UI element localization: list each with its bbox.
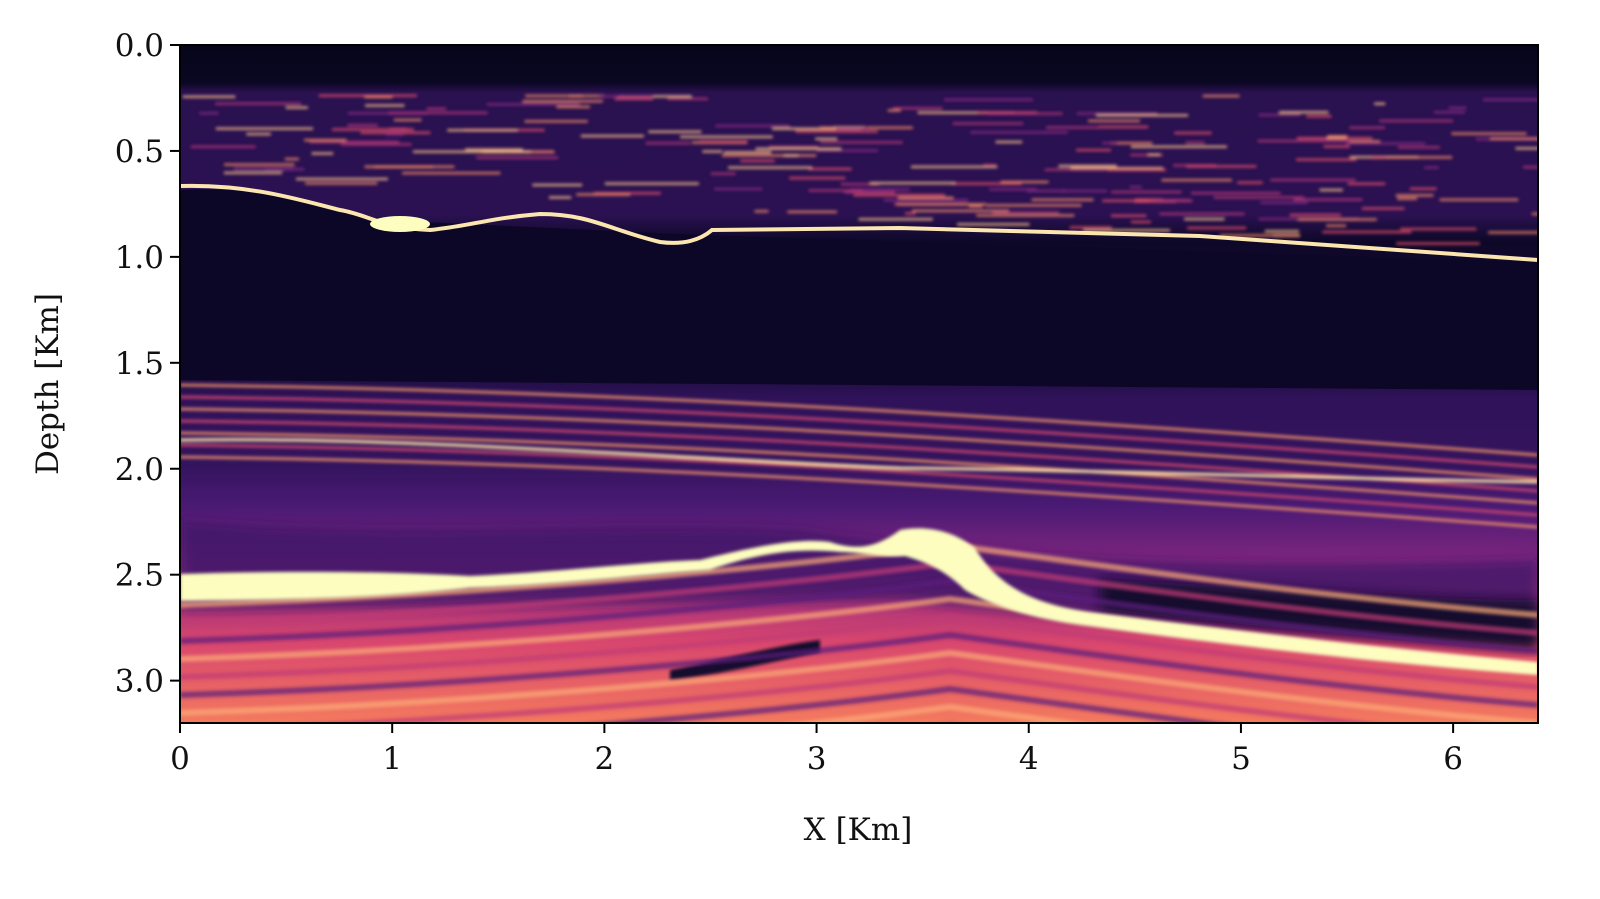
x-tick-label: 2 [595, 741, 615, 777]
layer-line [180, 613, 1538, 690]
y-tick-label: 3.0 [115, 664, 164, 700]
salt-reflector [180, 528, 1538, 675]
seafloor-reflector [180, 183, 1538, 262]
layer-line [180, 431, 1538, 505]
layer-line [786, 703, 1090, 723]
y-tick-label: 2.0 [115, 452, 164, 488]
dark-layer [180, 189, 1538, 390]
y-axis-label: Depth [Km] [30, 293, 66, 475]
y-tick-label: 0.5 [115, 134, 164, 170]
x-tick-label: 0 [170, 741, 190, 777]
layer-line [180, 419, 1538, 493]
plot-frame [179, 44, 1539, 724]
layer-line [180, 455, 1538, 529]
reflector-blob [370, 216, 430, 232]
layer-line [180, 649, 1538, 723]
y-tick-label: 2.5 [115, 558, 164, 594]
x-tick-label: 5 [1231, 741, 1251, 777]
x-tick-label: 3 [807, 741, 827, 777]
y-tick-label: 0.0 [115, 28, 164, 64]
x-tick-label: 4 [1019, 741, 1039, 777]
x-tick-label: 6 [1443, 741, 1463, 777]
x-axis-label: X [Km] [804, 812, 913, 848]
layer-line [180, 407, 1538, 481]
layer-line [180, 383, 1538, 457]
layer-line [180, 395, 1538, 469]
x-tick-label: 1 [382, 741, 402, 777]
layer-line [180, 443, 1538, 517]
y-tick-label: 1.0 [115, 240, 164, 276]
layer-line [306, 667, 1382, 723]
layer-line [180, 631, 1538, 708]
seismic-image [180, 45, 1538, 723]
y-tick-label: 1.5 [115, 346, 164, 382]
layer-line [180, 577, 1538, 654]
layer-line [180, 438, 1538, 484]
layer-line [588, 685, 1228, 723]
